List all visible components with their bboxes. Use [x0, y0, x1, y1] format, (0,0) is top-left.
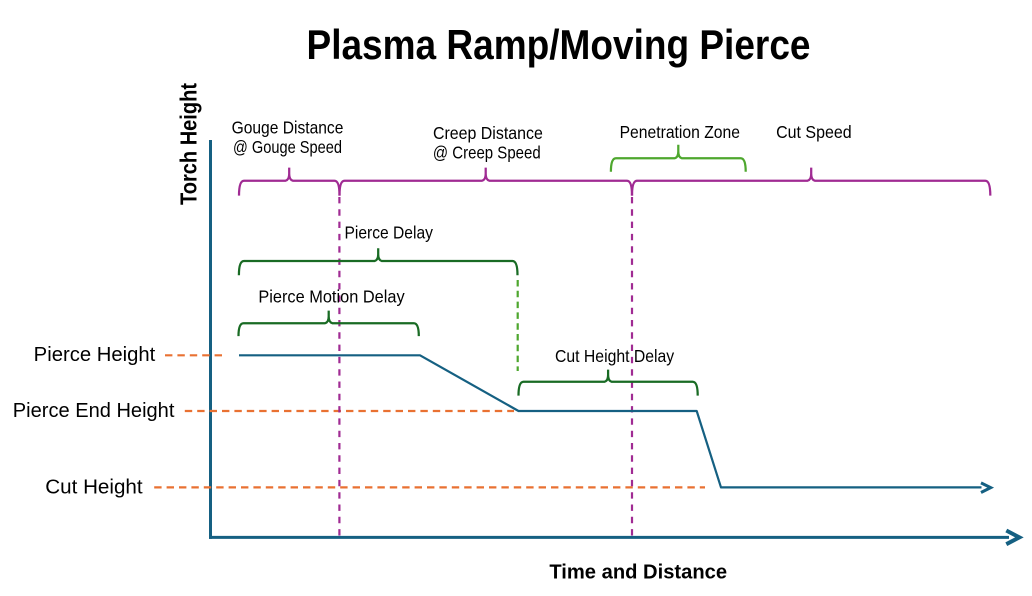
svg-text:Pierce Delay: Pierce Delay	[344, 223, 433, 243]
svg-text:Torch Height: Torch Height	[176, 83, 202, 205]
svg-text:Penetration Zone: Penetration Zone	[620, 122, 740, 142]
svg-text:Time and Distance: Time and Distance	[549, 562, 727, 584]
svg-text:Pierce Height: Pierce Height	[34, 344, 156, 366]
svg-text:Pierce Motion Delay: Pierce Motion Delay	[258, 287, 405, 307]
svg-text:Gouge Distance: Gouge Distance	[232, 118, 344, 138]
svg-text:Cut Height Delay: Cut Height Delay	[555, 346, 674, 366]
svg-text:@ Creep Speed: @ Creep Speed	[433, 143, 541, 163]
svg-text:Cut Speed: Cut Speed	[776, 122, 852, 142]
svg-text:Cut Height: Cut Height	[45, 477, 143, 499]
svg-text:@ Gouge Speed: @ Gouge Speed	[233, 137, 342, 157]
svg-text:Creep Distance: Creep Distance	[433, 123, 543, 143]
svg-text:Pierce End Height: Pierce End Height	[13, 400, 175, 422]
svg-text:Plasma Ramp/Moving Pierce: Plasma Ramp/Moving Pierce	[307, 21, 811, 68]
